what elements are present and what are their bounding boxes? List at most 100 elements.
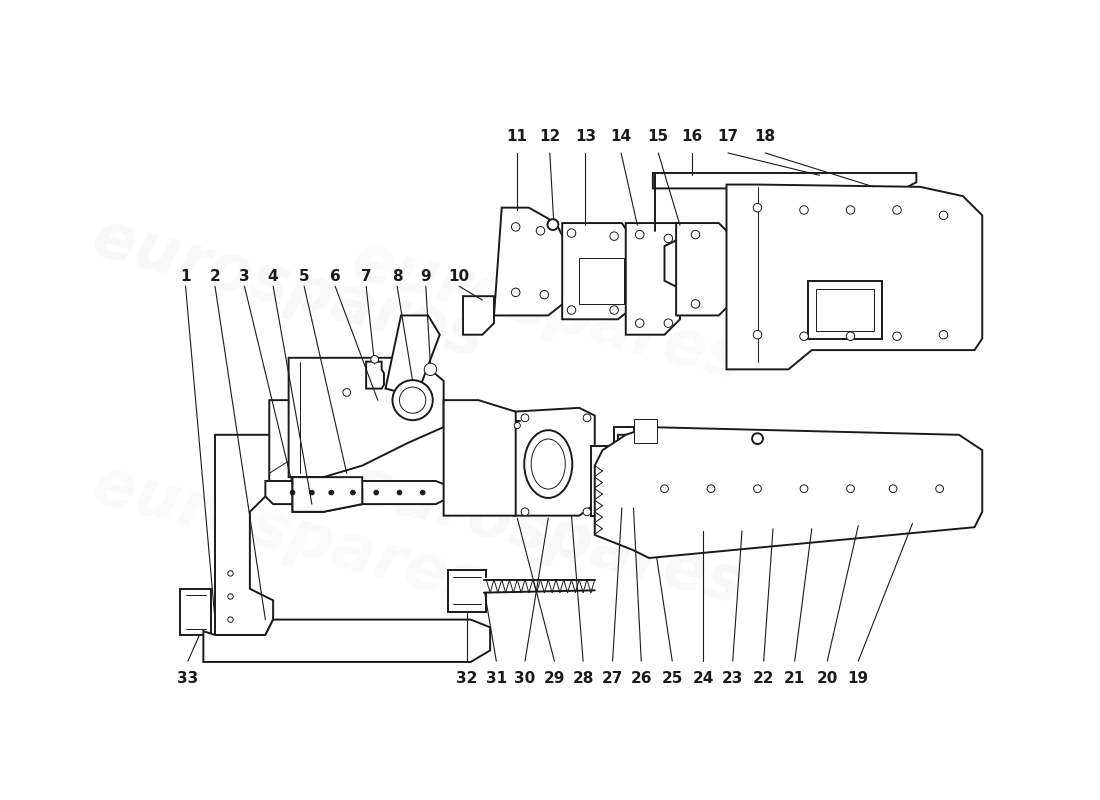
Circle shape — [228, 617, 233, 622]
Circle shape — [290, 490, 295, 495]
Polygon shape — [580, 258, 624, 304]
Text: 21: 21 — [784, 670, 805, 686]
Text: 6: 6 — [330, 270, 341, 285]
Text: eurospares: eurospares — [86, 206, 492, 370]
Circle shape — [512, 288, 520, 297]
Circle shape — [583, 414, 591, 422]
Circle shape — [754, 485, 761, 493]
Text: 15: 15 — [648, 129, 669, 143]
Polygon shape — [265, 481, 451, 504]
Circle shape — [514, 422, 520, 429]
Text: 1: 1 — [180, 270, 190, 285]
Text: eurospares: eurospares — [345, 453, 751, 617]
Text: 9: 9 — [420, 270, 431, 285]
Text: 19: 19 — [848, 670, 869, 686]
Polygon shape — [514, 408, 595, 516]
Circle shape — [343, 389, 351, 396]
Polygon shape — [595, 427, 982, 558]
Circle shape — [536, 226, 544, 235]
Ellipse shape — [525, 430, 572, 498]
Text: 31: 31 — [486, 670, 507, 686]
Circle shape — [609, 232, 618, 240]
Circle shape — [754, 203, 762, 212]
Circle shape — [636, 319, 644, 327]
Polygon shape — [443, 400, 516, 516]
Ellipse shape — [531, 439, 565, 489]
Circle shape — [754, 330, 762, 339]
Polygon shape — [448, 570, 486, 612]
Polygon shape — [293, 477, 362, 512]
Circle shape — [936, 485, 944, 493]
Circle shape — [397, 490, 401, 495]
Polygon shape — [463, 296, 494, 334]
Circle shape — [847, 485, 855, 493]
Text: 25: 25 — [661, 670, 683, 686]
Polygon shape — [676, 223, 735, 315]
Circle shape — [661, 485, 669, 493]
Text: 28: 28 — [572, 670, 594, 686]
Text: 33: 33 — [177, 670, 198, 686]
Circle shape — [568, 306, 575, 314]
Text: 32: 32 — [456, 670, 477, 686]
Circle shape — [329, 490, 333, 495]
Text: 18: 18 — [755, 129, 775, 143]
Text: 12: 12 — [539, 129, 560, 143]
Polygon shape — [726, 185, 982, 370]
Circle shape — [893, 332, 901, 341]
Circle shape — [425, 363, 437, 375]
Text: 17: 17 — [717, 129, 738, 143]
Polygon shape — [288, 358, 443, 477]
Text: 29: 29 — [543, 670, 565, 686]
Text: 14: 14 — [610, 129, 631, 143]
Circle shape — [800, 332, 808, 341]
Circle shape — [707, 485, 715, 493]
Circle shape — [893, 206, 901, 214]
Polygon shape — [494, 208, 568, 315]
Circle shape — [420, 490, 425, 495]
Text: 8: 8 — [392, 270, 403, 285]
Circle shape — [540, 290, 549, 299]
Text: 27: 27 — [602, 670, 624, 686]
Polygon shape — [634, 419, 657, 442]
Polygon shape — [815, 289, 873, 331]
Circle shape — [521, 414, 529, 422]
Text: 13: 13 — [575, 129, 596, 143]
Polygon shape — [214, 435, 293, 635]
Circle shape — [228, 570, 233, 576]
Circle shape — [664, 234, 672, 242]
Text: 11: 11 — [507, 129, 528, 143]
Text: 26: 26 — [630, 670, 652, 686]
Circle shape — [374, 490, 378, 495]
Circle shape — [583, 508, 591, 516]
Circle shape — [664, 319, 672, 327]
Circle shape — [846, 206, 855, 214]
Circle shape — [521, 508, 529, 516]
Text: eurospares: eurospares — [86, 453, 492, 617]
Text: 2: 2 — [210, 270, 220, 285]
Circle shape — [309, 490, 315, 495]
Text: 3: 3 — [239, 270, 250, 285]
Circle shape — [939, 330, 948, 339]
Text: 20: 20 — [816, 670, 838, 686]
Text: 10: 10 — [449, 270, 470, 285]
Circle shape — [939, 211, 948, 219]
Polygon shape — [653, 173, 916, 188]
Polygon shape — [562, 223, 637, 319]
Circle shape — [568, 229, 575, 238]
Circle shape — [609, 306, 618, 314]
Circle shape — [691, 300, 700, 308]
Polygon shape — [366, 362, 384, 389]
Text: 22: 22 — [752, 670, 774, 686]
Circle shape — [399, 387, 426, 414]
Text: 23: 23 — [722, 670, 744, 686]
Text: 24: 24 — [693, 670, 714, 686]
Polygon shape — [735, 187, 881, 208]
Circle shape — [800, 485, 807, 493]
Polygon shape — [270, 400, 354, 481]
Circle shape — [800, 206, 808, 214]
Circle shape — [351, 490, 355, 495]
Circle shape — [636, 230, 644, 239]
Text: eurospares: eurospares — [345, 230, 751, 394]
Polygon shape — [807, 281, 881, 338]
Circle shape — [691, 230, 700, 239]
